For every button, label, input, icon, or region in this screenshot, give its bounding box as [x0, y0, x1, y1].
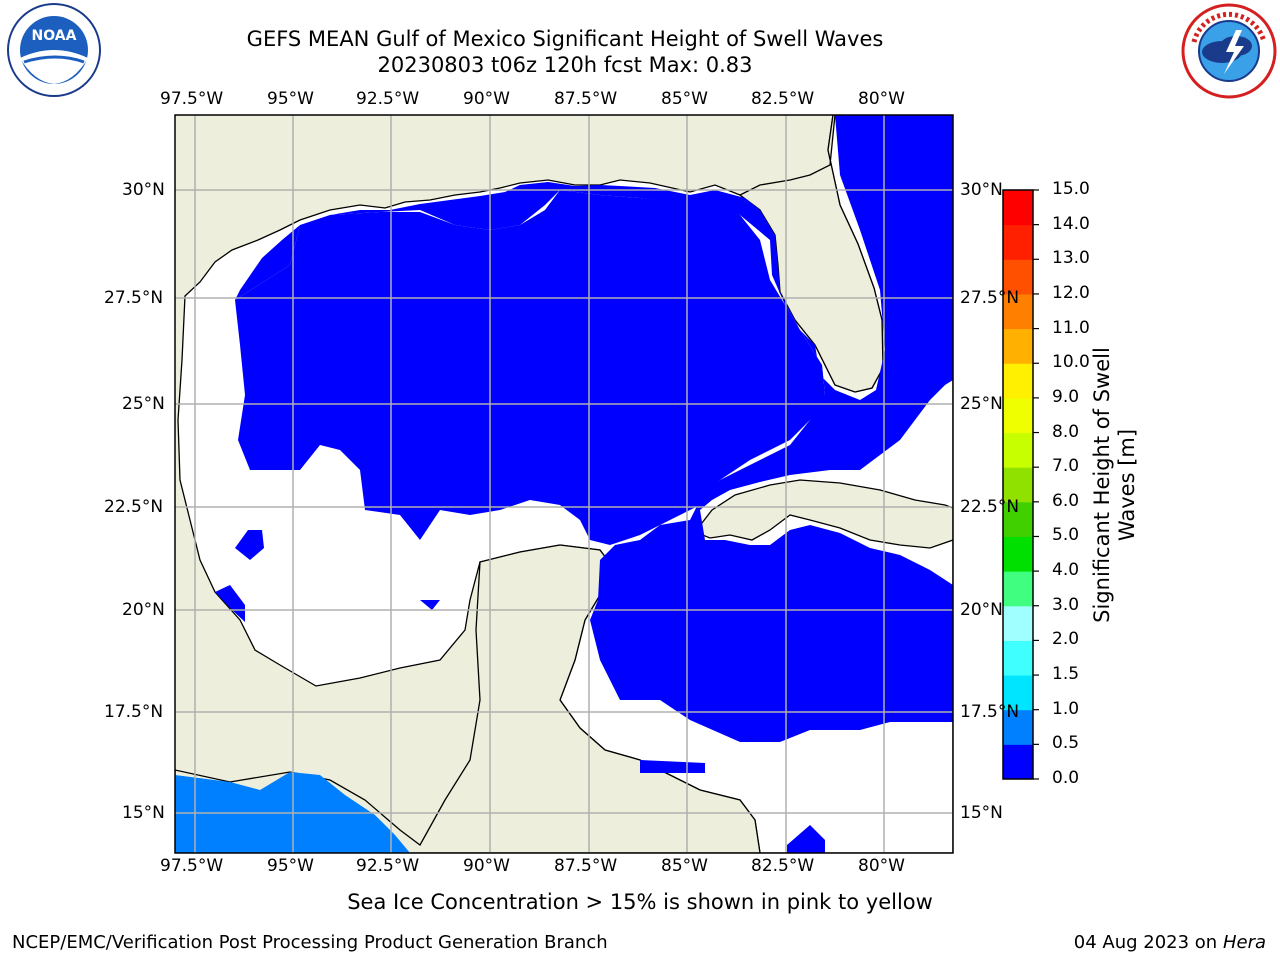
colorbar	[1002, 189, 1039, 780]
footer-credit: NCEP/EMC/Verification Post Processing Pr…	[12, 932, 608, 953]
colorbar-segment	[1003, 224, 1033, 260]
colorbar-tick-label: 9.0	[1052, 386, 1080, 407]
lon-label-bottom: 85°W	[661, 856, 708, 876]
lat-label-right: 15°N	[960, 803, 1003, 823]
lon-label-bottom: 87.5°W	[554, 856, 618, 876]
colorbar-tick-label: 12.0	[1052, 282, 1090, 303]
sea-ice-note: Sea Ice Concentration > 15% is shown in …	[347, 890, 933, 914]
lat-label-right: 27.5°N	[960, 288, 1020, 308]
lon-label-top: 92.5°W	[356, 89, 420, 109]
colorbar-tick-label: 0.5	[1052, 733, 1080, 754]
colorbar-segment	[1003, 744, 1033, 780]
colorbar-segment	[1003, 467, 1033, 503]
colorbar-segment	[1003, 363, 1033, 399]
colorbar-segment	[1003, 328, 1033, 364]
colorbar-segment	[1003, 501, 1033, 537]
colorbar-tick-label: 5.0	[1052, 525, 1080, 546]
footer-date-text: 04 Aug 2023 on	[1073, 932, 1218, 953]
colorbar-segment	[1003, 605, 1033, 641]
colorbar-tick-label: 6.0	[1052, 490, 1080, 511]
lon-label-top: 87.5°W	[554, 89, 618, 109]
lat-label-left: 20°N	[122, 600, 165, 620]
colorbar-tick-label: 2.0	[1052, 629, 1080, 650]
lon-label-bottom: 90°W	[463, 856, 510, 876]
lat-label-left: 25°N	[122, 394, 165, 414]
colorbar-tick-label: 14.0	[1052, 213, 1090, 234]
colorbar-segment	[1003, 259, 1033, 295]
lat-label-right: 20°N	[960, 600, 1003, 620]
lat-label-right: 30°N	[960, 180, 1003, 200]
lon-label-top: 90°W	[463, 89, 510, 109]
colorbar-segment	[1003, 709, 1033, 745]
lon-label-top: 85°W	[661, 89, 708, 109]
lon-label-top: 80°W	[858, 89, 905, 109]
colorbar-segment	[1003, 536, 1033, 572]
lon-label-bottom: 92.5°W	[356, 856, 420, 876]
colorbar-label: Significant Height of Swell Waves [m]	[1090, 347, 1139, 623]
cuba-land	[693, 479, 953, 549]
colorbar-tick-label: 4.0	[1052, 560, 1080, 581]
lon-label-bottom: 95°W	[267, 856, 314, 876]
colorbar-tick-label: 11.0	[1052, 317, 1090, 338]
colorbar-tick-label: 7.0	[1052, 456, 1080, 477]
lat-label-left: 17.5°N	[104, 702, 164, 722]
colorbar-segment	[1003, 190, 1033, 226]
lon-label-top: 95°W	[267, 89, 314, 109]
lat-label-left: 27.5°N	[104, 288, 164, 308]
lon-label-bottom: 80°W	[858, 856, 905, 876]
colorbar-segment	[1003, 640, 1033, 676]
colorbar-segment	[1003, 293, 1033, 330]
colorbar-tick-label: 15.0	[1052, 179, 1090, 199]
noaa-logo-text: NOAA	[32, 28, 77, 44]
colorbar-tick-label: 10.0	[1052, 352, 1090, 373]
nws-logo-icon	[1180, 2, 1278, 104]
colorbar-tick-label: 3.0	[1052, 594, 1080, 615]
footer-machine: Hera	[1222, 932, 1266, 953]
lat-label-right: 17.5°N	[960, 702, 1020, 722]
swell-0-0.5-regions	[215, 115, 953, 853]
lat-label-right: 22.5°N	[960, 497, 1020, 517]
colorbar-tick-label: 1.0	[1052, 698, 1080, 719]
colorbar-segment	[1003, 432, 1033, 468]
noaa-logo-icon: NOAA	[4, 2, 104, 106]
colorbar-segment	[1003, 571, 1033, 607]
colorbar-frame	[1002, 189, 1034, 780]
colorbar-tick-label: 1.5	[1052, 664, 1080, 685]
lat-label-left: 15°N	[122, 803, 165, 823]
lat-label-left: 22.5°N	[104, 497, 164, 517]
lon-label-top: 82.5°W	[751, 89, 815, 109]
lat-label-right: 25°N	[960, 394, 1003, 414]
map-title: GEFS MEAN Gulf of Mexico Significant Hei…	[246, 27, 884, 51]
colorbar-segment	[1003, 675, 1033, 711]
graticule	[175, 115, 953, 853]
colorbar-tick-label: 13.0	[1052, 248, 1090, 269]
map-frame	[174, 114, 954, 854]
lon-label-bottom: 82.5°W	[751, 856, 815, 876]
lon-label-top: 97.5°W	[160, 89, 224, 109]
colorbar-tick-label: 8.0	[1052, 421, 1080, 442]
map-subtitle: 20230803 t06z 120h fcst Max: 0.83	[377, 53, 753, 77]
colorbar-tick-label: 0.0	[1052, 768, 1080, 788]
lat-label-left: 30°N	[122, 180, 165, 200]
lon-label-bottom: 97.5°W	[160, 856, 224, 876]
footer-date: 04 Aug 2023 on Hera	[1074, 932, 1266, 953]
colorbar-segment	[1003, 397, 1033, 434]
